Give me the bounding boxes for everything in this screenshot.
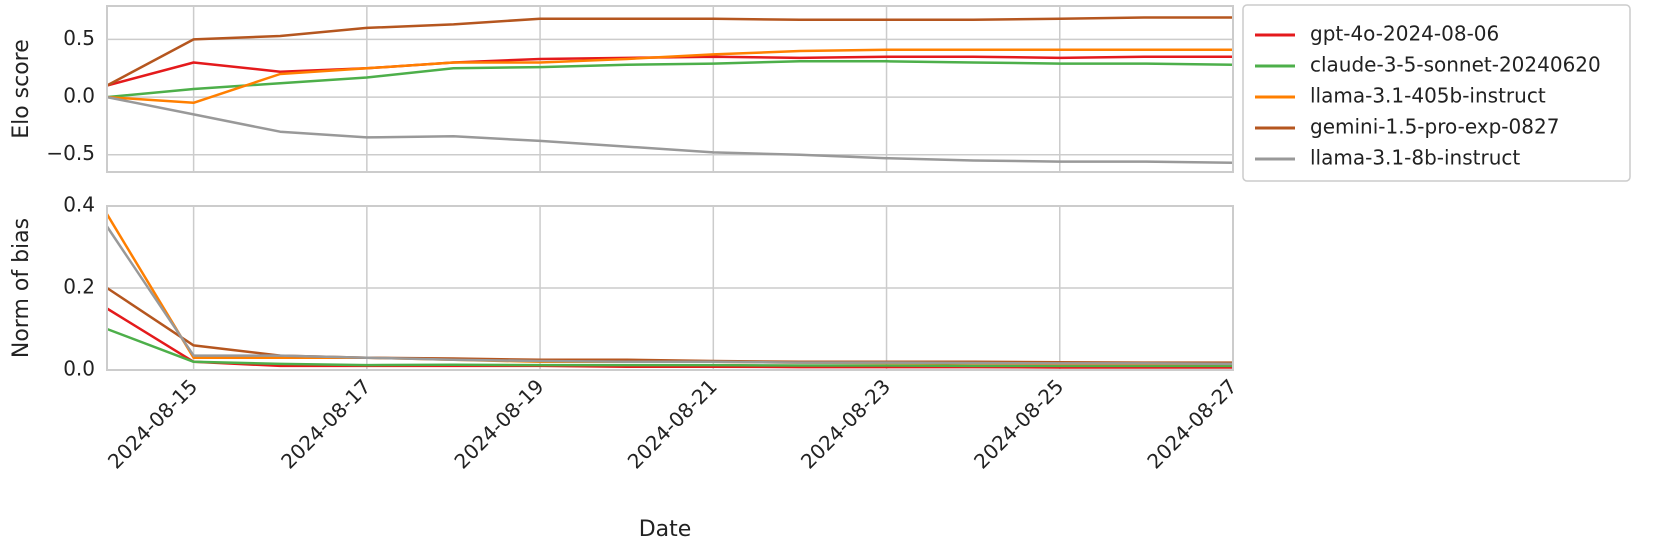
plot-area: [107, 6, 1233, 172]
series-line: [106, 48, 1233, 105]
series-line: [106, 16, 1233, 87]
y-tick-label: 0.5: [63, 26, 95, 50]
x-tick-label: 2024-08-15: [103, 374, 202, 473]
x-tick-label: 2024-08-21: [623, 374, 722, 473]
series-line: [106, 95, 1234, 165]
x-tick-label: 2024-08-17: [276, 374, 375, 473]
y-axis-label: Norm of bias: [9, 218, 34, 358]
x-tick-label: 2024-08-23: [796, 374, 895, 473]
axes-frame: [106, 205, 1234, 371]
y-tick-label: 0.2: [63, 275, 95, 299]
legend-frame: [1242, 4, 1631, 182]
x-tick-label: 2024-08-25: [969, 374, 1068, 473]
legend-label: gpt-4o-2024-08-06: [1310, 22, 1499, 46]
axes-frame: [106, 5, 1234, 173]
y-axis-label: Elo score: [9, 39, 34, 139]
x-axis-label: Date: [639, 517, 692, 542]
legend-label: claude-3-5-sonnet-20240620: [1310, 53, 1601, 77]
x-tick-label: 2024-08-19: [449, 374, 548, 473]
series-line: [105, 225, 1234, 366]
x-tick-label: 2024-08-27: [1142, 374, 1241, 473]
legend: gpt-4o-2024-08-06 claude-3-5-sonnet-20240…: [1242, 4, 1631, 182]
y-tick-label: 0.4: [63, 193, 95, 217]
series-line: [106, 60, 1234, 99]
legend-label: gemini-1.5-pro-exp-0827: [1310, 115, 1559, 139]
legend-label: llama-3.1-8b-instruct: [1310, 146, 1520, 170]
y-tick-label: 0.0: [63, 84, 95, 108]
legend-label: llama-3.1-405b-instruct: [1310, 84, 1546, 108]
y-tick-label: −0.5: [46, 141, 95, 165]
series-line: [106, 307, 1233, 369]
series-line: [106, 327, 1233, 368]
y-tick-label: 0.0: [63, 357, 95, 381]
